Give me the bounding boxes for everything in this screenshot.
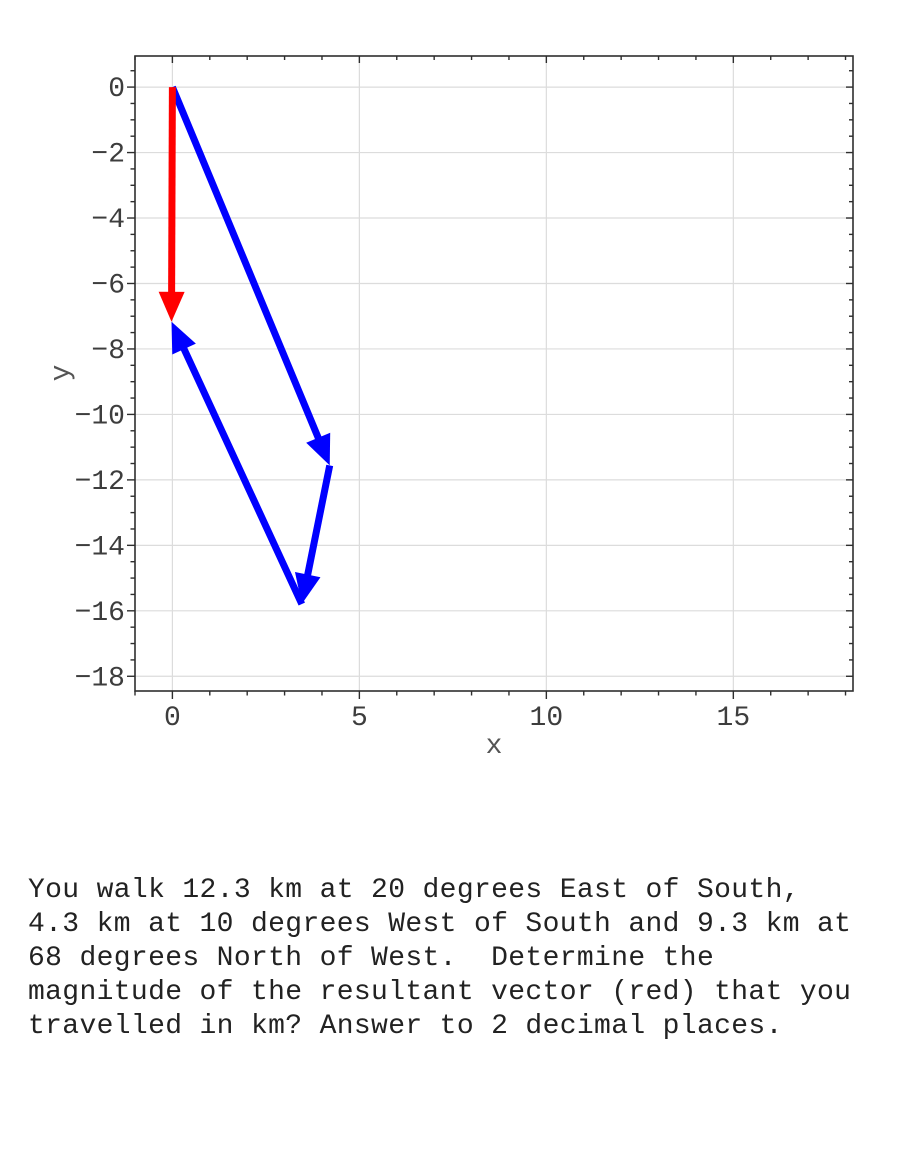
blue-vector-3-head [171, 321, 196, 355]
blue-vector-2-shaft [303, 464, 334, 579]
y-axis-label: y [47, 365, 78, 382]
y-tick-label: −14 [75, 532, 125, 563]
vector-plot-figure: 0 −2 −4 −6 −8 −10 −12 −14 −16 −18 0 5 10 15 x y [47, 55, 854, 762]
y-tick-label: 0 [108, 74, 125, 105]
y-tick-label: −10 [75, 401, 125, 432]
x-tick-label: 15 [717, 703, 751, 734]
problem-text-line: magnitude of the resultant vector (red) … [28, 977, 852, 1008]
problem-text-line: travelled in km? Answer to 2 decimal pla… [28, 1011, 783, 1042]
x-tick-label: 10 [530, 703, 564, 734]
x-axis-label: x [486, 731, 503, 762]
problem-text: You walk 12.3 km at 20 degrees East of S… [28, 874, 851, 1044]
y-tick-label: −8 [91, 336, 125, 367]
y-tick-label: −6 [91, 270, 125, 301]
blue-vector-1-head [306, 432, 331, 466]
y-tick-label: −18 [75, 663, 125, 694]
red-resultant-vector-head [158, 291, 185, 322]
blue-vector-3-shaft [179, 344, 305, 606]
y-tick-label: −4 [91, 205, 125, 236]
problem-text-line: 4.3 km at 10 degrees West of South and 9… [28, 909, 852, 940]
y-tick-label: −12 [75, 467, 125, 498]
problem-text-line: You walk 12.3 km at 20 degrees East of S… [28, 875, 800, 906]
y-tick-label: −2 [91, 140, 125, 171]
blue-vector-1-shaft [169, 85, 323, 442]
plot-frame [134, 55, 854, 692]
red-resultant-vector-shaft [168, 87, 176, 295]
problem-text-line: 68 degrees North of West. Determine the [28, 943, 715, 974]
x-tick-label: 5 [351, 703, 368, 734]
y-tick-label: −16 [75, 598, 125, 629]
vector-plot-canvas: 0 −2 −4 −6 −8 −10 −12 −14 −16 −18 0 5 10 15 x y [47, 55, 854, 762]
x-tick-label: 0 [164, 703, 181, 734]
